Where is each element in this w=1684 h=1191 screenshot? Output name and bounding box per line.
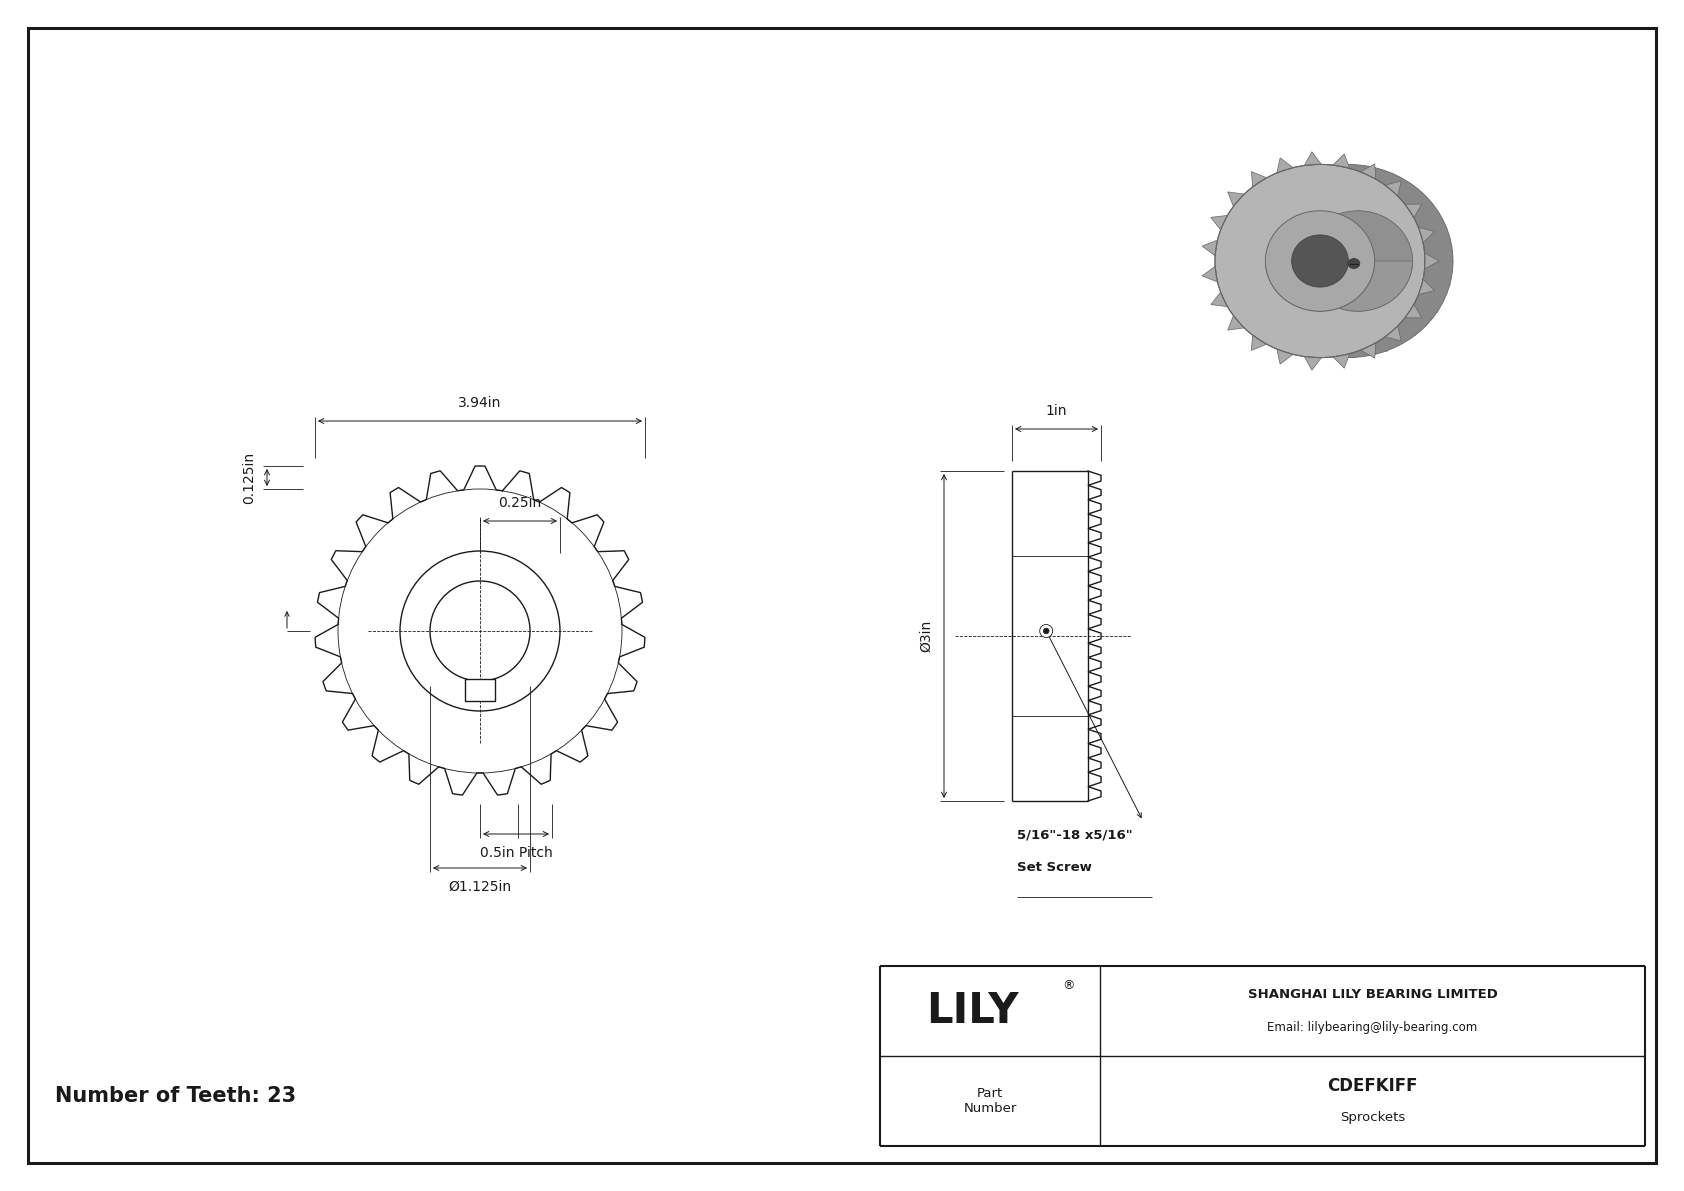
Polygon shape bbox=[1251, 172, 1266, 187]
Ellipse shape bbox=[1214, 164, 1425, 357]
Polygon shape bbox=[1251, 335, 1266, 350]
Polygon shape bbox=[1211, 216, 1228, 230]
Polygon shape bbox=[1202, 241, 1218, 256]
Text: 3.94in: 3.94in bbox=[458, 395, 502, 410]
Text: 0.5in Pitch: 0.5in Pitch bbox=[480, 846, 552, 860]
Polygon shape bbox=[1276, 158, 1293, 173]
Polygon shape bbox=[1228, 316, 1244, 330]
Text: LILY: LILY bbox=[926, 990, 1019, 1031]
Polygon shape bbox=[1361, 343, 1376, 358]
Text: 0.125in: 0.125in bbox=[242, 451, 256, 504]
Text: 5/16"-18 x5/16": 5/16"-18 x5/16" bbox=[1017, 829, 1133, 842]
Polygon shape bbox=[1404, 304, 1421, 318]
Polygon shape bbox=[1276, 349, 1293, 364]
Circle shape bbox=[1044, 628, 1049, 634]
Text: Email: lilybearing@lily-bearing.com: Email: lilybearing@lily-bearing.com bbox=[1268, 1022, 1477, 1035]
Ellipse shape bbox=[1303, 211, 1413, 311]
Polygon shape bbox=[1202, 267, 1218, 282]
Polygon shape bbox=[1386, 181, 1401, 197]
Polygon shape bbox=[465, 679, 495, 700]
Text: CDEFKIFF: CDEFKIFF bbox=[1327, 1077, 1418, 1095]
Text: Ø3in: Ø3in bbox=[919, 619, 933, 653]
Text: Ø1.125in: Ø1.125in bbox=[448, 880, 512, 894]
Ellipse shape bbox=[1292, 235, 1349, 287]
Polygon shape bbox=[1418, 280, 1435, 294]
Polygon shape bbox=[1211, 292, 1228, 306]
Text: 0.25in: 0.25in bbox=[498, 495, 542, 510]
Text: Sprockets: Sprockets bbox=[1340, 1111, 1404, 1124]
Polygon shape bbox=[1404, 204, 1421, 218]
Text: ®: ® bbox=[1061, 979, 1074, 992]
Ellipse shape bbox=[1265, 211, 1374, 311]
Polygon shape bbox=[1305, 356, 1322, 370]
Text: SHANGHAI LILY BEARING LIMITED: SHANGHAI LILY BEARING LIMITED bbox=[1248, 987, 1497, 1000]
Polygon shape bbox=[1386, 326, 1401, 341]
Polygon shape bbox=[1226, 164, 1413, 357]
Polygon shape bbox=[1332, 354, 1349, 368]
Polygon shape bbox=[1361, 164, 1376, 179]
Circle shape bbox=[1039, 624, 1052, 637]
Text: Part
Number: Part Number bbox=[963, 1087, 1017, 1115]
Polygon shape bbox=[1425, 254, 1440, 269]
Text: Number of Teeth: 23: Number of Teeth: 23 bbox=[56, 1086, 296, 1106]
Text: Set Screw: Set Screw bbox=[1017, 861, 1091, 874]
Polygon shape bbox=[1332, 154, 1349, 168]
Text: 1in: 1in bbox=[1046, 404, 1068, 418]
Ellipse shape bbox=[1347, 258, 1361, 268]
Polygon shape bbox=[1265, 261, 1413, 311]
Polygon shape bbox=[1305, 151, 1322, 166]
Polygon shape bbox=[1418, 227, 1435, 243]
Ellipse shape bbox=[1243, 164, 1453, 357]
Polygon shape bbox=[1228, 192, 1244, 206]
